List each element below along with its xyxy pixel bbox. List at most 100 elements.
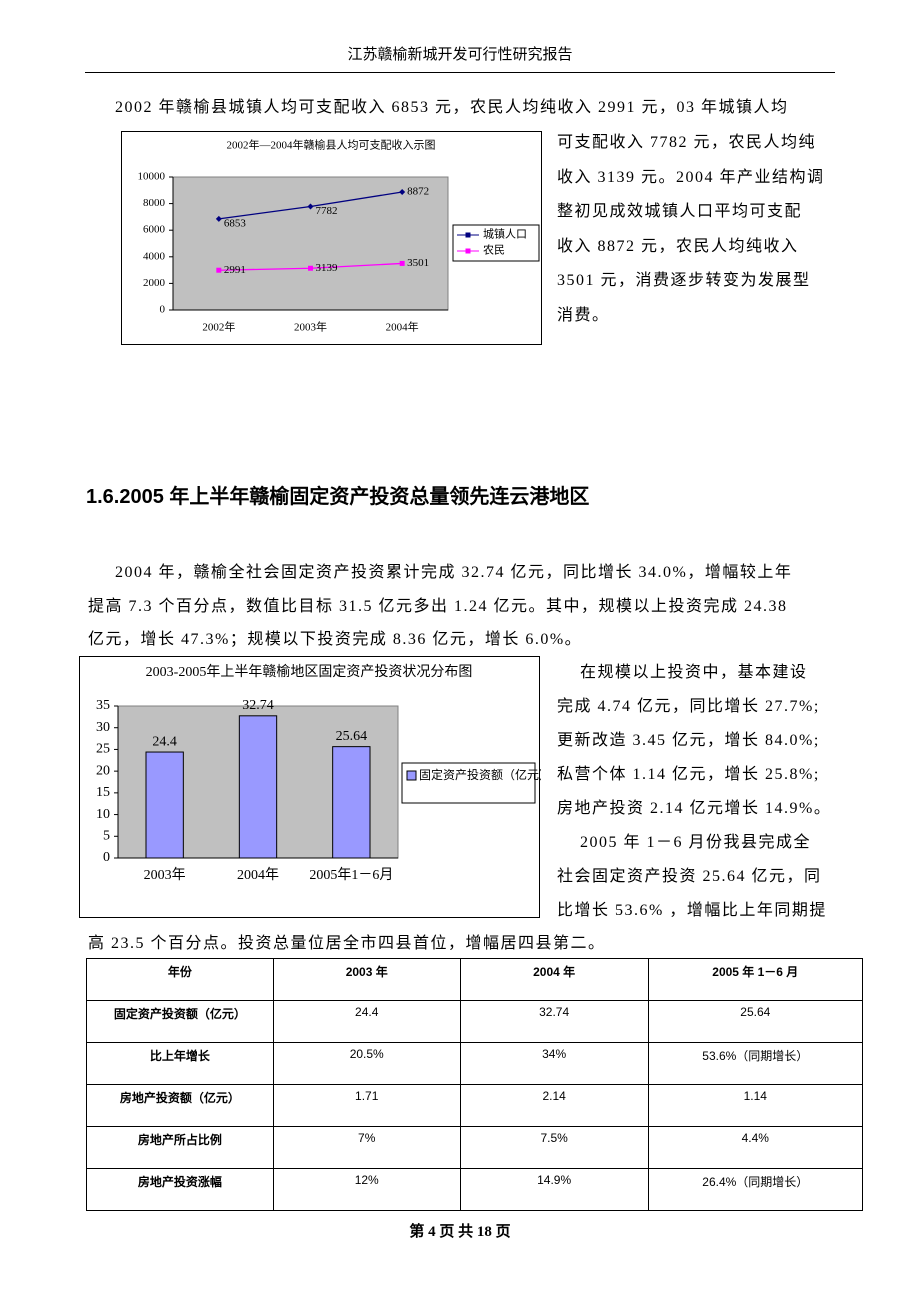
- table-row: 固定资产投资额（亿元） 24.4 32.74 25.64: [86, 1000, 864, 1043]
- paragraph-line: 消费。: [557, 306, 610, 324]
- table-cell: 25.64: [647, 1000, 864, 1043]
- x-tick-label: 2003年: [294, 320, 327, 334]
- data-table: 年份 2003 年 2004 年 2005 年 1－6 月固定资产投资额（亿元） 24.…: [86, 958, 864, 1211]
- chart-title: 2002年—2004年赣榆县人均可支配收入示图: [227, 138, 436, 152]
- data-label: 3139: [316, 262, 339, 274]
- legend-box: [452, 224, 540, 262]
- paragraph-line: 比增长 53.6% ，增幅比上年同期提: [557, 902, 827, 919]
- paragraph-line: 亿元，增长 47.3%；规模以下投资完成 8.36 亿元，增长 6.0%。: [88, 631, 583, 648]
- table-cell: 房地产所占比例: [86, 1126, 274, 1169]
- paragraph-line: 更新改造 3.45 亿元，增长 84.0%;: [557, 732, 820, 749]
- footer: 第 4 页 共 18 页: [409, 1224, 511, 1240]
- table-cell: 2003 年: [272, 958, 461, 1001]
- legend-swatch: [406, 770, 417, 781]
- y-tick-label: 5: [103, 829, 110, 844]
- y-tick-label: 0: [160, 304, 166, 316]
- data-point: [399, 260, 405, 266]
- chart-title: 2003-2005年上半年赣榆地区固定资产投资状况分布图: [146, 664, 473, 680]
- x-tick-label: 2004年: [386, 320, 419, 334]
- paragraph-line: 收入 3139 元。2004 年产业结构调: [557, 168, 825, 186]
- table-cell: 24.4: [272, 1000, 461, 1043]
- table-cell: 固定资产投资额（亿元）: [86, 1000, 274, 1043]
- legend-swatch: [465, 248, 471, 254]
- table-cell: 2004 年: [459, 958, 649, 1001]
- table-cell: 26.4%（同期增长）: [647, 1168, 864, 1211]
- paragraph-line: 整初见成效城镇人口平均可支配: [557, 203, 803, 220]
- table-cell: 4.4%: [647, 1126, 864, 1169]
- paragraph-line: 收入 8872 元，农民人均纯收入: [557, 237, 799, 255]
- header-title: 江苏赣榆新城开发可行性研究报告: [347, 47, 573, 63]
- plot-area: [172, 176, 449, 311]
- chart: 2002年—2004年赣榆县人均可支配收入示图 0 2000 4000 6000 8000…: [121, 131, 542, 345]
- y-tick-label: 4000: [143, 250, 166, 262]
- table-row: 房地产所占比例 7% 7.5% 4.4%: [86, 1126, 864, 1169]
- legend-label: 城镇人口: [483, 227, 527, 241]
- paragraph-line: 在规模以上投资中，基本建设: [580, 664, 808, 681]
- y-tick-label: 20: [96, 763, 110, 778]
- data-label: 3501: [407, 257, 429, 269]
- x-tick-label: 2003年: [144, 867, 186, 883]
- chart: 2003-2005年上半年赣榆地区固定资产投资状况分布图 0 5 10 15 20 25 30…: [79, 656, 541, 918]
- data-label: 2991: [224, 264, 246, 276]
- paragraph-line: 社会固定资产投资 25.64 亿元，同: [557, 868, 822, 885]
- table-cell: 1.71: [272, 1084, 461, 1127]
- bar: [145, 751, 184, 859]
- legend-box: [401, 762, 536, 804]
- table-cell: 32.74: [459, 1000, 649, 1043]
- paragraph-line: 高 23.5 个百分点。投资总量位居全市四县首位，增幅居四县第二。: [88, 935, 606, 952]
- table-cell: 房地产投资涨幅: [86, 1168, 274, 1211]
- legend-swatch: [465, 232, 471, 238]
- data-label: 25.64: [336, 729, 368, 744]
- bar: [238, 715, 278, 859]
- table-cell: 14.9%: [459, 1168, 649, 1211]
- table-row: 年份 2003 年 2004 年 2005 年 1－6 月: [86, 958, 864, 1001]
- paragraph-line: 可支配收入 7782 元，农民人均纯: [557, 134, 817, 151]
- data-point: [216, 267, 222, 273]
- paragraph-line: 2005 年 1－6 月份我县完成全: [580, 834, 812, 851]
- y-tick-label: 10: [96, 807, 110, 822]
- table-row: 比上年增长 20.5% 34% 53.6%（同期增长）: [86, 1042, 864, 1085]
- x-tick-label: 2004年: [237, 867, 279, 883]
- y-tick-label: 35: [96, 698, 110, 713]
- table-cell: 53.6%（同期增长）: [647, 1042, 864, 1085]
- table-cell: 2005 年 1－6 月: [647, 958, 864, 1001]
- y-tick-label: 8000: [143, 197, 166, 209]
- data-point: [307, 203, 314, 210]
- table-cell: 20.5%: [272, 1042, 461, 1085]
- data-label: 8872: [407, 186, 429, 198]
- paragraph-line: 提高 7.3 个百分点，数值比目标 31.5 亿元多出 1.24 亿元。其中，规…: [88, 597, 788, 615]
- paragraph-line: 2002 年赣榆县城镇人均可支配收入 6853 元，农民人均纯收入 2991 元…: [115, 99, 789, 116]
- data-label: 7782: [316, 205, 338, 217]
- paragraph-line: 完成 4.74 亿元，同比增长 27.7%;: [557, 698, 820, 715]
- x-tick-label: 2005年1－6月: [309, 867, 393, 883]
- data-label: 24.4: [152, 734, 177, 749]
- y-tick-label: 30: [96, 720, 110, 735]
- table-cell: 房地产投资额（亿元）: [86, 1084, 274, 1127]
- data-point: [308, 265, 313, 271]
- x-tick-label: 2002年: [202, 320, 235, 334]
- table-cell: 1.14: [647, 1084, 864, 1127]
- table-cell: 34%: [459, 1042, 649, 1085]
- y-tick-label: 0: [103, 850, 110, 865]
- table-cell: 7%: [272, 1126, 461, 1169]
- data-label: 6853: [224, 217, 247, 229]
- paragraph-line: 3501 元，消费逐步转变为发展型: [557, 272, 811, 289]
- y-tick-label: 15: [96, 785, 110, 800]
- data-label: 32.74: [242, 698, 274, 713]
- table-row: 房地产投资额（亿元） 1.71 2.14 1.14: [86, 1084, 864, 1127]
- paragraph-line: 私营个体 1.14 亿元，增长 25.8%;: [557, 766, 820, 783]
- table-row: 房地产投资涨幅 12% 14.9% 26.4%（同期增长）: [86, 1168, 864, 1211]
- paragraph-line: 2004 年，赣榆全社会固定资产投资累计完成 32.74 亿元，同比增长 34.…: [115, 564, 793, 581]
- data-point: [215, 215, 222, 222]
- y-tick-label: 25: [96, 742, 110, 757]
- table-cell: 12%: [272, 1168, 461, 1211]
- table-cell: 年份: [86, 958, 274, 1001]
- y-tick-label: 6000: [143, 224, 166, 236]
- y-tick-label: 2000: [143, 277, 166, 289]
- table-cell: 7.5%: [459, 1126, 649, 1169]
- bar: [332, 746, 371, 859]
- legend-label: 固定资产投资额（亿元）: [419, 767, 541, 782]
- paragraph-line: 房地产投资 2.14 亿元增长 14.9%。: [557, 800, 832, 817]
- table-cell: 2.14: [459, 1084, 649, 1127]
